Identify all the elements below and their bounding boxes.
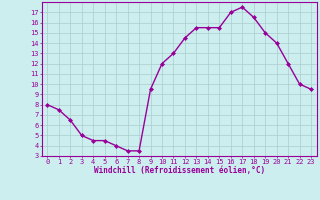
- X-axis label: Windchill (Refroidissement éolien,°C): Windchill (Refroidissement éolien,°C): [94, 166, 265, 175]
